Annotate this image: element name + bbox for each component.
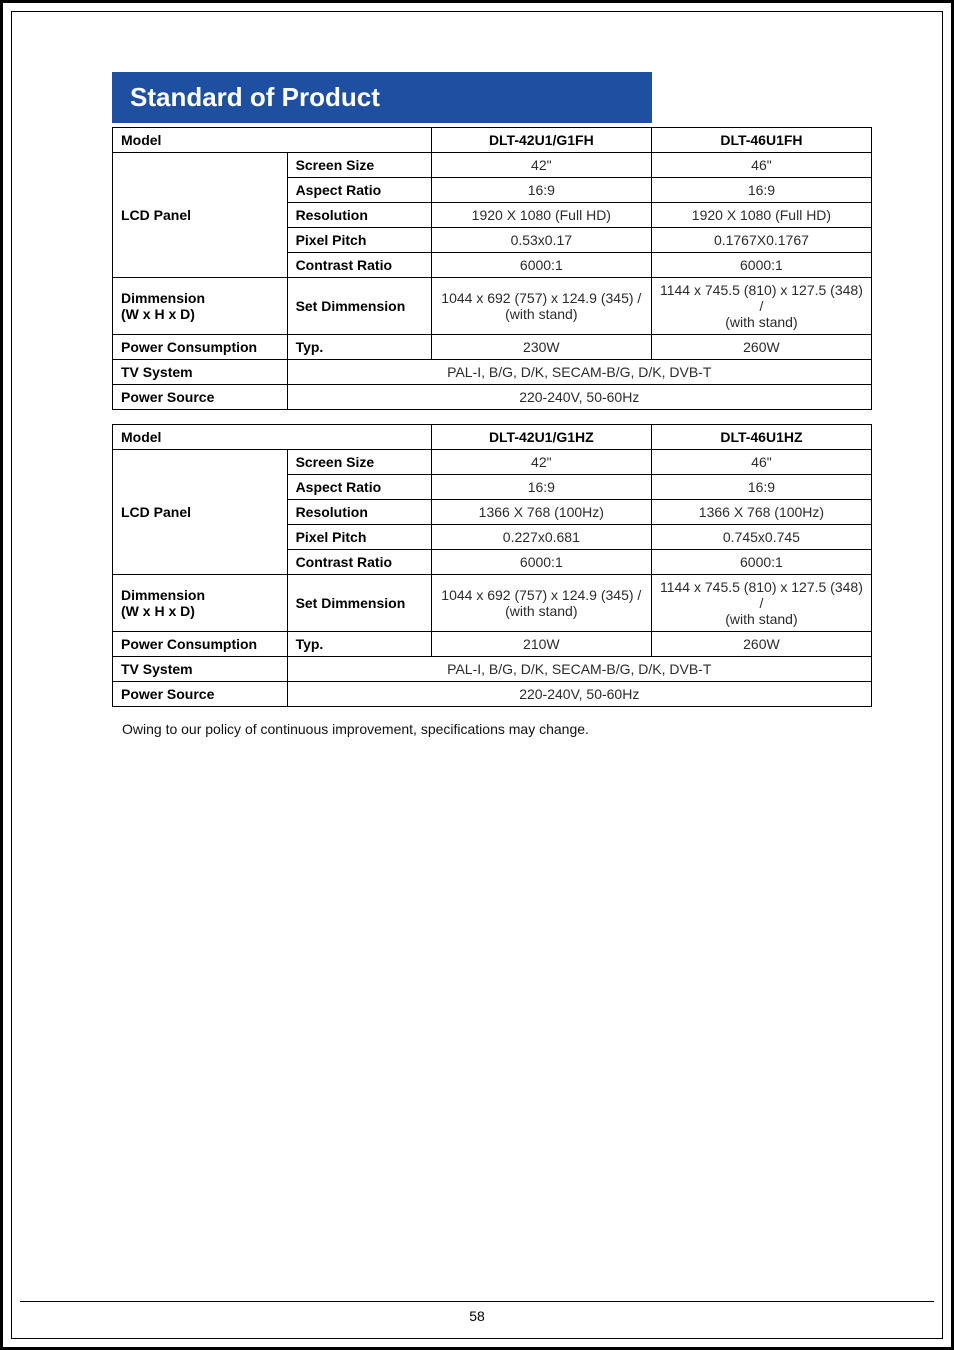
pixel-pitch-a: 0.53x0.17 (431, 228, 651, 253)
set-dim-b: 1144 x 745.5 (810) x 127.5 (348) / (with… (651, 575, 871, 632)
dimension-label: Dimmension (W x H x D) (113, 278, 288, 335)
set-dim-a: 1044 x 692 (757) x 124.9 (345) / (with s… (431, 278, 651, 335)
contrast-a: 6000:1 (431, 253, 651, 278)
power-cons-sub: Typ. (287, 335, 431, 360)
dim-b2: (with stand) (725, 314, 797, 330)
panel-label: LCD Panel (113, 450, 288, 575)
table-row: Power Consumption Typ. 210W 260W (113, 632, 872, 657)
dim-l2: (W x H x D) (121, 603, 195, 619)
power-src-label: Power Source (113, 385, 288, 410)
aspect-b: 16:9 (651, 475, 871, 500)
page-inner: Standard of Product Model DLT-42U1/G1FH … (11, 11, 943, 1339)
screen-size-label: Screen Size (287, 450, 431, 475)
power-cons-a: 210W (431, 632, 651, 657)
table-row: Dimmension (W x H x D) Set Dimmension 10… (113, 278, 872, 335)
dim-b1: 1144 x 745.5 (810) x 127.5 (348) / (660, 282, 863, 314)
dim-l2: (W x H x D) (121, 306, 195, 322)
model-col-a: DLT-42U1/G1HZ (431, 425, 651, 450)
table-row: Power Source 220-240V, 50-60Hz (113, 682, 872, 707)
contrast-label: Contrast Ratio (287, 253, 431, 278)
resolution-label: Resolution (287, 500, 431, 525)
table-row: LCD Panel Screen Size 42" 46" (113, 153, 872, 178)
power-cons-a: 230W (431, 335, 651, 360)
set-dim-label: Set Dimmension (287, 278, 431, 335)
tv-system-val: PAL-I, B/G, D/K, SECAM-B/G, D/K, DVB-T (287, 657, 871, 682)
aspect-label: Aspect Ratio (287, 475, 431, 500)
table-row: Dimmension (W x H x D) Set Dimmension 10… (113, 575, 872, 632)
contrast-b: 6000:1 (651, 253, 871, 278)
power-src-label: Power Source (113, 682, 288, 707)
page-title: Standard of Product (112, 72, 422, 123)
aspect-a: 16:9 (431, 178, 651, 203)
set-dim-label: Set Dimmension (287, 575, 431, 632)
power-cons-label: Power Consumption (113, 632, 288, 657)
screen-size-b: 46" (651, 153, 871, 178)
table-row: Model DLT-42U1/G1FH DLT-46U1FH (113, 128, 872, 153)
set-dim-b: 1144 x 745.5 (810) x 127.5 (348) / (with… (651, 278, 871, 335)
model-col-a: DLT-42U1/G1FH (431, 128, 651, 153)
dim-b2: (with stand) (725, 611, 797, 627)
dim-l1: Dimmension (121, 290, 205, 306)
dim-a1: 1044 x 692 (757) x 124.9 (345) / (441, 587, 641, 603)
table-row: Power Source 220-240V, 50-60Hz (113, 385, 872, 410)
resolution-a: 1920 X 1080 (Full HD) (431, 203, 651, 228)
screen-size-a: 42" (431, 153, 651, 178)
contrast-a: 6000:1 (431, 550, 651, 575)
footnote: Owing to our policy of continuous improv… (122, 721, 872, 737)
tv-system-label: TV System (113, 657, 288, 682)
model-label: Model (113, 128, 432, 153)
content: Model DLT-42U1/G1FH DLT-46U1FH LCD Panel… (112, 127, 872, 737)
aspect-a: 16:9 (431, 475, 651, 500)
pixel-pitch-b: 0.745x0.745 (651, 525, 871, 550)
pixel-pitch-b: 0.1767X0.1767 (651, 228, 871, 253)
screen-size-a: 42" (431, 450, 651, 475)
pixel-pitch-a: 0.227x0.681 (431, 525, 651, 550)
table-gap (112, 410, 872, 424)
pixel-pitch-label: Pixel Pitch (287, 525, 431, 550)
dim-l1: Dimmension (121, 587, 205, 603)
power-cons-b: 260W (651, 335, 871, 360)
dim-b1: 1144 x 745.5 (810) x 127.5 (348) / (660, 579, 863, 611)
table-row: TV System PAL-I, B/G, D/K, SECAM-B/G, D/… (113, 657, 872, 682)
resolution-b: 1366 X 768 (100Hz) (651, 500, 871, 525)
dim-a2: (with stand) (505, 603, 577, 619)
model-label: Model (113, 425, 432, 450)
page-number: 58 (20, 1301, 934, 1324)
power-src-val: 220-240V, 50-60Hz (287, 385, 871, 410)
screen-size-b: 46" (651, 450, 871, 475)
table-row: TV System PAL-I, B/G, D/K, SECAM-B/G, D/… (113, 360, 872, 385)
dimension-label: Dimmension (W x H x D) (113, 575, 288, 632)
screen-size-label: Screen Size (287, 153, 431, 178)
aspect-b: 16:9 (651, 178, 871, 203)
power-cons-label: Power Consumption (113, 335, 288, 360)
contrast-label: Contrast Ratio (287, 550, 431, 575)
resolution-b: 1920 X 1080 (Full HD) (651, 203, 871, 228)
dim-a2: (with stand) (505, 306, 577, 322)
resolution-label: Resolution (287, 203, 431, 228)
header-spacer (422, 72, 652, 123)
header-bar: Standard of Product (112, 72, 902, 123)
model-col-b: DLT-46U1HZ (651, 425, 871, 450)
power-cons-sub: Typ. (287, 632, 431, 657)
spec-table-1: Model DLT-42U1/G1FH DLT-46U1FH LCD Panel… (112, 127, 872, 410)
spec-table-2: Model DLT-42U1/G1HZ DLT-46U1HZ LCD Panel… (112, 424, 872, 707)
table-row: LCD Panel Screen Size 42" 46" (113, 450, 872, 475)
model-col-b: DLT-46U1FH (651, 128, 871, 153)
power-cons-b: 260W (651, 632, 871, 657)
table-row: Model DLT-42U1/G1HZ DLT-46U1HZ (113, 425, 872, 450)
tv-system-val: PAL-I, B/G, D/K, SECAM-B/G, D/K, DVB-T (287, 360, 871, 385)
tv-system-label: TV System (113, 360, 288, 385)
page: Standard of Product Model DLT-42U1/G1FH … (0, 0, 954, 1350)
dim-a1: 1044 x 692 (757) x 124.9 (345) / (441, 290, 641, 306)
contrast-b: 6000:1 (651, 550, 871, 575)
table-row: Power Consumption Typ. 230W 260W (113, 335, 872, 360)
pixel-pitch-label: Pixel Pitch (287, 228, 431, 253)
resolution-a: 1366 X 768 (100Hz) (431, 500, 651, 525)
set-dim-a: 1044 x 692 (757) x 124.9 (345) / (with s… (431, 575, 651, 632)
aspect-label: Aspect Ratio (287, 178, 431, 203)
power-src-val: 220-240V, 50-60Hz (287, 682, 871, 707)
panel-label: LCD Panel (113, 153, 288, 278)
